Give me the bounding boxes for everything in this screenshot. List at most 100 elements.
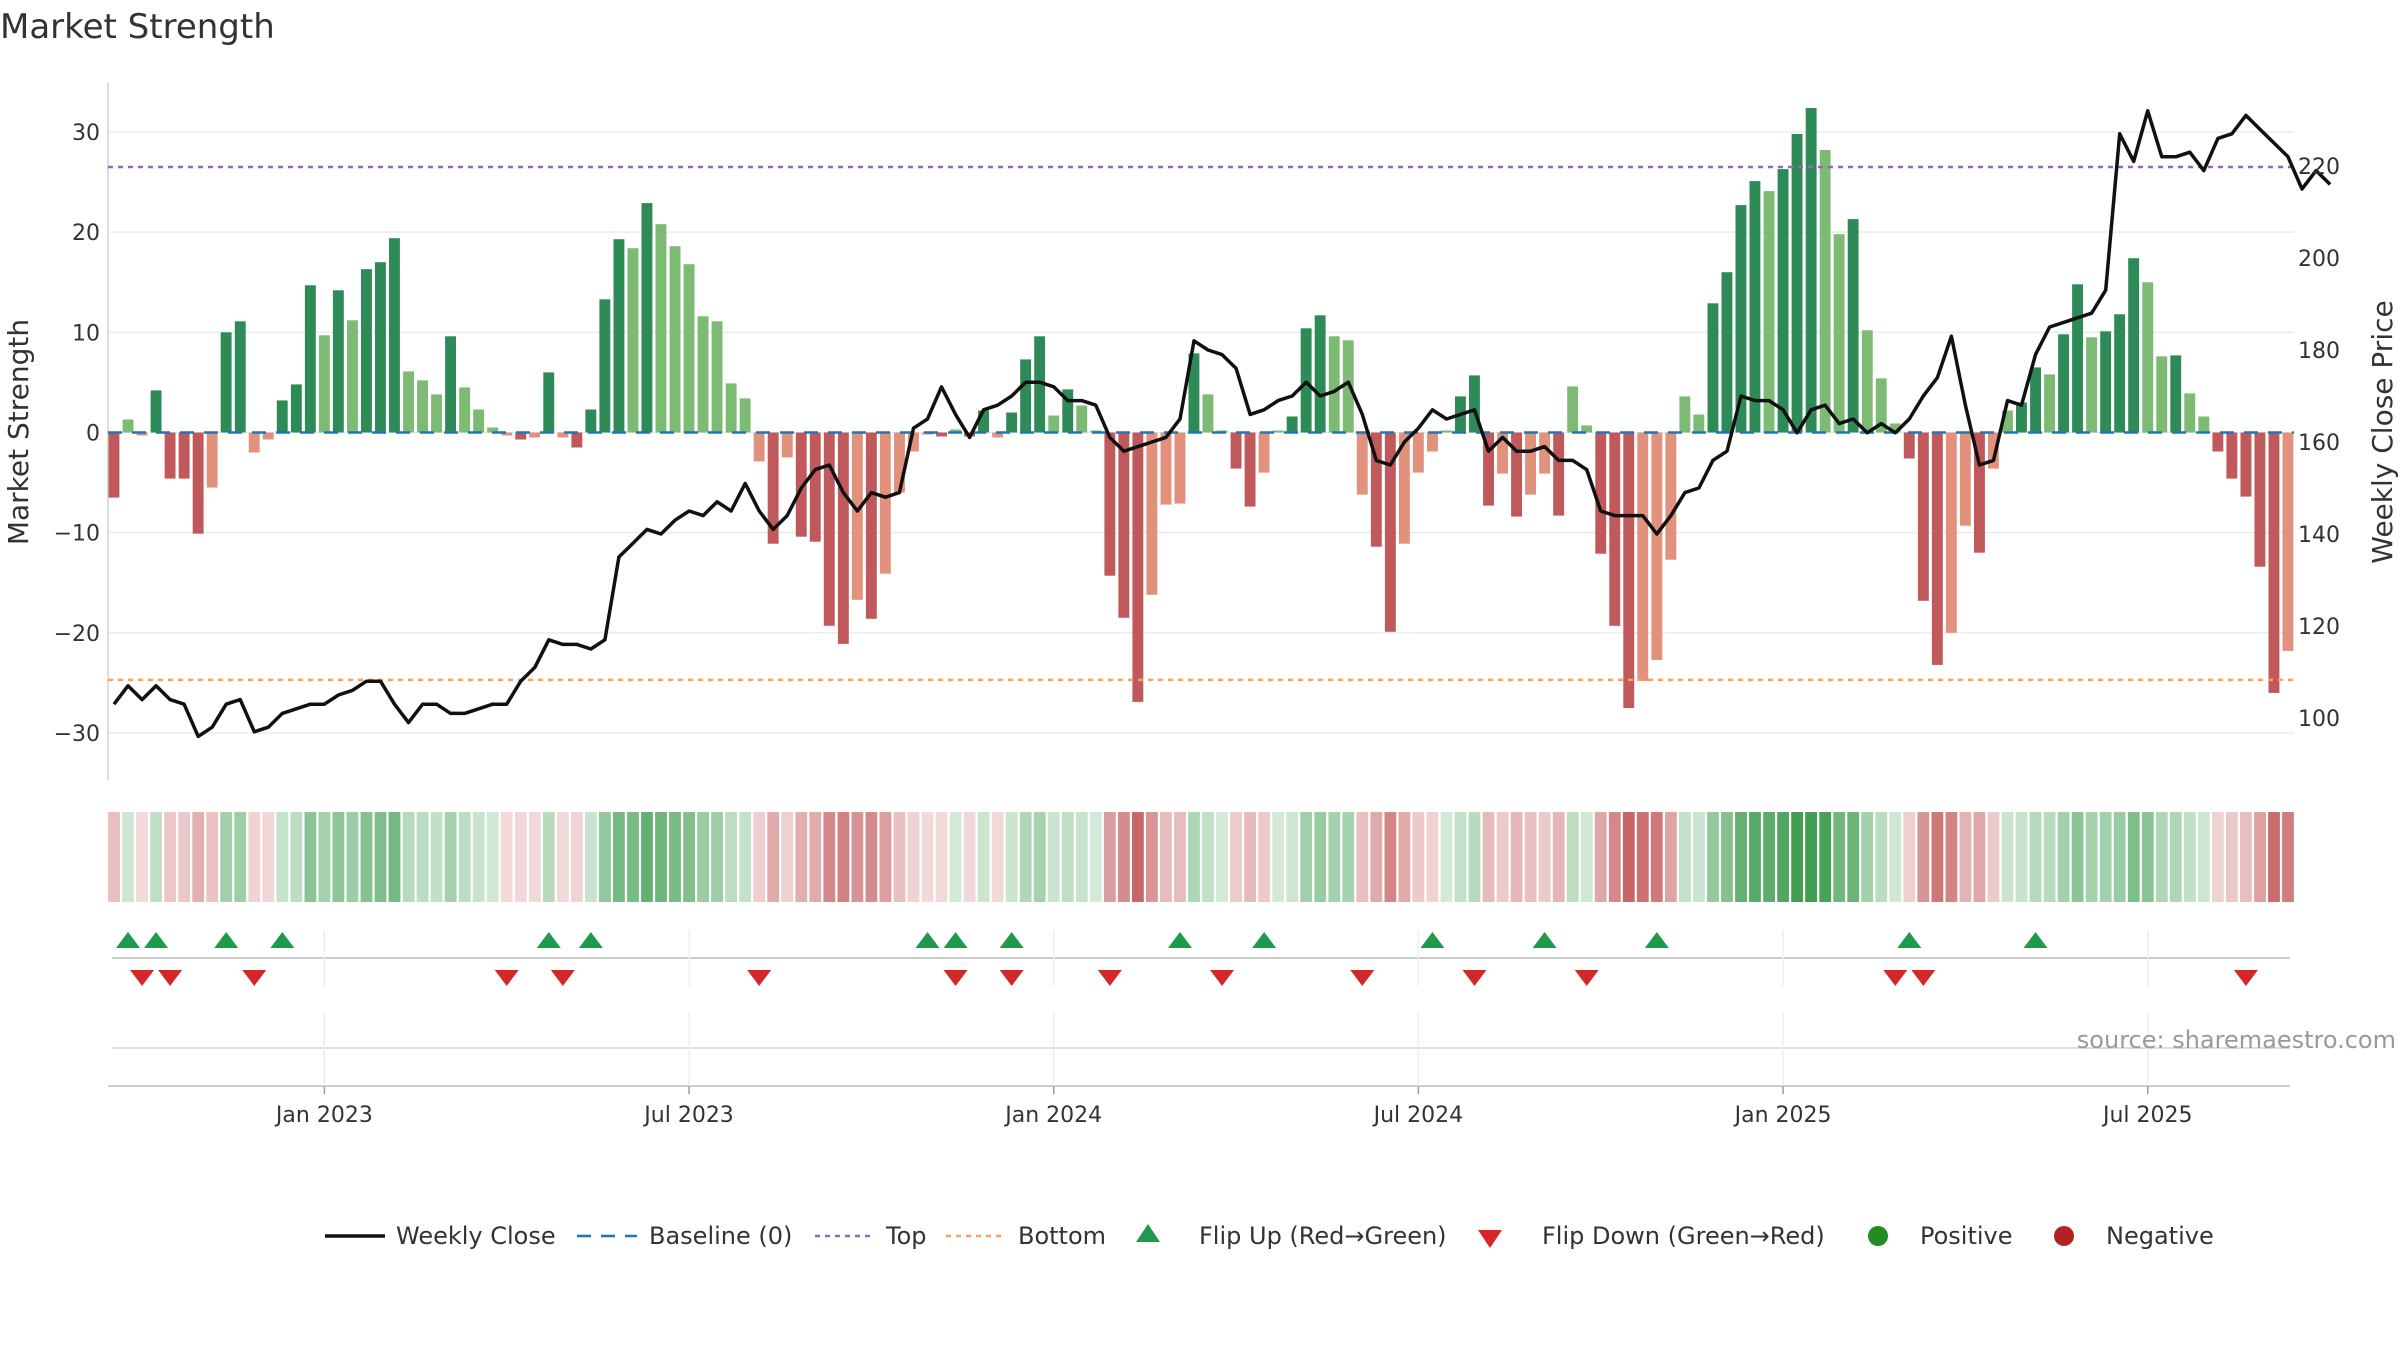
- strength-bar: [417, 380, 428, 433]
- strength-bar: [2254, 432, 2266, 567]
- strength-bar: [347, 320, 358, 433]
- heat-cell: [402, 812, 415, 902]
- left-axis-ticks: 30 20 10 0 −10 −20 −30: [54, 121, 100, 747]
- heat-cell: [430, 812, 443, 902]
- heat-cell: [893, 812, 906, 902]
- strength-bar: [361, 269, 372, 433]
- heat-cell: [767, 812, 780, 902]
- strength-bar: [1132, 432, 1144, 702]
- strength-bar: [2100, 331, 2112, 433]
- flip-up-marker: [999, 932, 1024, 948]
- strength-bar: [879, 432, 891, 574]
- heat-cell: [1805, 812, 1817, 902]
- strength-bar: [1637, 432, 1649, 681]
- flip-down-marker: [1462, 970, 1487, 986]
- heat-cell: [1314, 812, 1327, 902]
- x-tick-label: Jan 2025: [1733, 1103, 1832, 1128]
- heat-cell: [276, 812, 289, 902]
- strength-bar: [1749, 181, 1761, 433]
- strength-bar: [641, 203, 653, 433]
- chart-title: Market Strength: [0, 7, 275, 47]
- strength-bar: [992, 432, 1004, 438]
- x-tick-label: Jan 2023: [274, 1103, 373, 1128]
- heat-cell: [2043, 812, 2056, 902]
- strength-bar: [1006, 412, 1018, 433]
- heat-cell: [1608, 812, 1621, 902]
- heat-cell: [1707, 812, 1719, 902]
- heat-cell: [1945, 812, 1958, 902]
- flip-down-marker: [1350, 970, 1375, 986]
- strength-bar: [1076, 405, 1088, 433]
- strength-bar: [2212, 432, 2224, 452]
- strength-bar: [445, 336, 456, 433]
- flip-up-marker: [943, 932, 968, 948]
- heat-cell: [1749, 812, 1761, 902]
- x-axis-ticks: Jan 2023 Jul 2023 Jan 2024 Jul 2024 Jan 2025…: [274, 1086, 2193, 1128]
- strength-bar: [936, 432, 947, 437]
- strength-bar: [1370, 432, 1382, 547]
- flip-up-marker: [1532, 932, 1557, 948]
- bottom-panel-gridlines: [323, 1012, 2149, 1086]
- flip-down-marker: [747, 970, 772, 986]
- strength-bar: [1441, 430, 1452, 433]
- heat-cell: [1033, 812, 1046, 902]
- flip-down-marker: [1911, 970, 1936, 986]
- strength-bar: [1034, 336, 1046, 433]
- heat-cell: [1174, 812, 1186, 902]
- heat-cell: [1987, 812, 2000, 902]
- legend-weekly-close-label: Weekly Close: [396, 1222, 556, 1250]
- heat-cell: [697, 812, 709, 902]
- legend-flip-up-label: Flip Up (Red→Green): [1199, 1222, 1447, 1250]
- strength-bar: [1553, 432, 1565, 516]
- heat-cell: [486, 812, 499, 902]
- heat-cell: [1398, 812, 1411, 902]
- strength-bar: [711, 321, 723, 433]
- heat-cell: [318, 812, 331, 902]
- strength-bar: [1356, 432, 1368, 495]
- heat-cell: [711, 812, 723, 902]
- flip-up-marker: [536, 932, 561, 948]
- heat-cell: [1833, 812, 1846, 902]
- strength-bar: [178, 432, 190, 479]
- heat-cell: [683, 812, 695, 902]
- heat-cell: [613, 812, 625, 902]
- heat-cell: [1580, 812, 1593, 902]
- strength-bar: [809, 432, 821, 542]
- right-tick-label: 220: [2298, 155, 2340, 180]
- legend-top-label: Top: [885, 1222, 927, 1250]
- heat-cell: [2254, 812, 2266, 902]
- strength-bar: [1875, 378, 1887, 433]
- strength-bar: [2184, 393, 2196, 433]
- heat-cell: [949, 812, 962, 902]
- strength-bar: [894, 432, 905, 493]
- heat-cell: [2029, 812, 2042, 902]
- legend-flip-down-label: Flip Down (Green→Red): [1542, 1222, 1825, 1250]
- heat-cell: [837, 812, 850, 902]
- heat-cell: [248, 812, 261, 902]
- heat-cell: [1552, 812, 1565, 902]
- legend-baseline-label: Baseline (0): [649, 1222, 792, 1250]
- heat-cell: [374, 812, 387, 902]
- heat-cell: [921, 812, 934, 902]
- heat-cell: [1426, 812, 1439, 902]
- x-tick-label: Jul 2025: [2101, 1103, 2193, 1128]
- strength-bar: [473, 409, 485, 433]
- heat-cell: [1847, 812, 1860, 902]
- flip-up-marker: [1897, 932, 1922, 948]
- strength-bar: [2282, 432, 2294, 651]
- strength-bar: [1861, 330, 1873, 433]
- strength-bar: [1693, 414, 1705, 433]
- strength-bar: [795, 432, 807, 537]
- strength-bar: [108, 432, 120, 498]
- strength-heat-strip: [108, 812, 2294, 902]
- flip-down-marker: [1574, 970, 1599, 986]
- strength-bar: [1062, 389, 1074, 433]
- strength-bar: [459, 387, 471, 433]
- heat-cell: [2282, 812, 2294, 902]
- right-tick-label: 120: [2298, 615, 2340, 640]
- strength-bar: [290, 384, 302, 433]
- strength-bar: [1384, 432, 1396, 632]
- heat-cell: [472, 812, 485, 902]
- heat-cell: [1622, 812, 1635, 902]
- flip-down-marker: [1097, 970, 1122, 986]
